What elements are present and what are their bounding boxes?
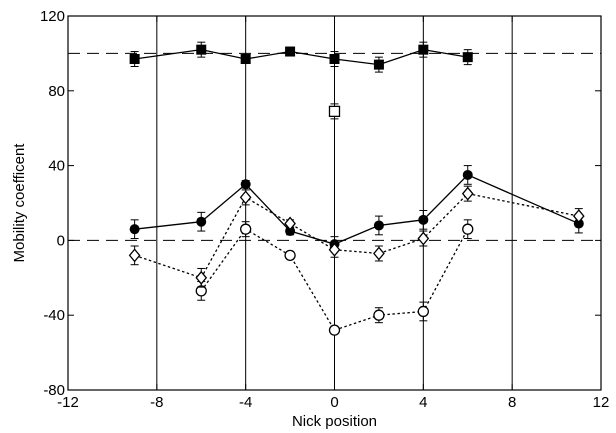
- x-tick-label: -8: [150, 394, 163, 411]
- data-point: [373, 59, 384, 70]
- data-point: [196, 44, 207, 55]
- data-point: [418, 214, 429, 225]
- series-layer: [128, 41, 585, 336]
- x-tick-label: 8: [508, 394, 516, 411]
- y-tick-label: -80: [43, 382, 65, 399]
- series-open-diamond: [128, 185, 585, 288]
- data-point: [284, 249, 296, 262]
- data-point: [240, 179, 251, 190]
- series-open-circle: [195, 219, 474, 336]
- data-point: [240, 54, 251, 65]
- data-point: [129, 224, 140, 235]
- x-tick-label: -12: [57, 394, 79, 411]
- data-point: [240, 223, 252, 235]
- x-tick-label: -4: [239, 394, 252, 411]
- data-point: [417, 305, 429, 318]
- y-tick-label: -40: [43, 307, 65, 324]
- series-filled-circle: [129, 165, 584, 253]
- data-point: [417, 231, 430, 246]
- data-point: [285, 226, 296, 237]
- data-point: [195, 270, 208, 285]
- data-point: [328, 324, 341, 336]
- data-point: [284, 216, 296, 231]
- data-point: [461, 186, 474, 201]
- x-tick-label: 12: [593, 394, 610, 411]
- x-axis-title: Nick position: [292, 413, 377, 430]
- data-point: [462, 223, 474, 235]
- y-tick-label: 80: [48, 83, 65, 100]
- x-tick-label: 0: [330, 394, 338, 411]
- data-point: [285, 46, 296, 57]
- data-point: [129, 54, 140, 65]
- y-tick-label: 40: [48, 158, 65, 175]
- data-point: [329, 54, 340, 65]
- series-filled-square: [129, 41, 473, 73]
- series-line: [134, 48, 468, 66]
- data-point: [128, 248, 141, 263]
- series-open-square: [328, 103, 341, 120]
- data-point: [462, 169, 473, 180]
- y-tick-label: 0: [57, 232, 65, 249]
- data-point: [418, 44, 429, 55]
- data-point: [239, 190, 252, 205]
- data-point: [373, 246, 385, 261]
- data-point: [328, 105, 341, 118]
- y-axis-title: Mobility coefficent: [11, 143, 28, 263]
- data-point: [373, 309, 385, 321]
- data-point: [572, 209, 585, 224]
- data-point: [462, 52, 473, 63]
- data-point: [328, 242, 341, 257]
- data-point: [196, 216, 207, 227]
- data-point: [373, 220, 384, 231]
- y-tick-label: 120: [40, 8, 65, 25]
- x-tick-label: 4: [419, 394, 427, 411]
